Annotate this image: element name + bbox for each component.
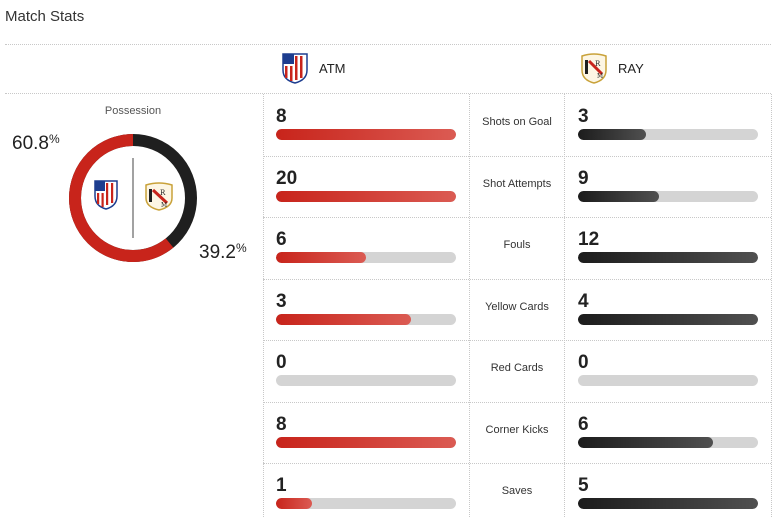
row-divider: [263, 401, 771, 403]
column-divider: [469, 94, 470, 517]
team-abbr-away: RAY: [618, 60, 644, 76]
possession-home-value: 60.8%: [12, 132, 60, 155]
stat-away-bar: [578, 190, 758, 202]
stat-home-bar-fill: [276, 129, 456, 140]
column-divider: [564, 94, 565, 517]
row-divider: [263, 278, 771, 280]
stat-label: Yellow Cards: [485, 300, 549, 313]
stat-home-bar: [276, 129, 456, 140]
stat-home-bar: [276, 252, 456, 263]
stat-away-value: 12: [578, 229, 600, 250]
stat-away-bar-fill: [578, 252, 758, 263]
possession-away-value: 39.2%: [199, 241, 247, 264]
svg-text:M: M: [161, 202, 167, 209]
stat-away-value: 5: [578, 475, 589, 496]
stat-away-bar-fill: [578, 313, 758, 325]
stat-label: Corner Kicks: [485, 423, 549, 436]
rayo-crest-icon: R M: [580, 52, 608, 84]
stat-row: 0 Red Cards 0: [0, 340, 776, 401]
stat-away-value: 9: [578, 167, 589, 189]
stat-away-bar: [578, 313, 758, 325]
stat-home-bar-fill: [276, 436, 456, 448]
stat-away-value: 6: [578, 413, 589, 435]
stat-away-bar-fill: [578, 498, 758, 509]
stat-home-value: 3: [276, 290, 287, 312]
stat-away-value: 3: [578, 106, 589, 127]
stat-home-bar: [276, 498, 456, 509]
stat-row: 3 Yellow Cards 4: [0, 279, 776, 340]
stat-label: Shots on Goal: [482, 116, 552, 128]
stat-home-value: 0: [276, 352, 287, 373]
stat-away-bar-fill: [578, 436, 713, 448]
divider: [5, 44, 771, 45]
divider: [5, 93, 771, 94]
svg-text:M: M: [597, 73, 603, 80]
team-abbr-home: ATM: [319, 60, 346, 76]
stat-label: Saves: [501, 485, 533, 497]
stat-row: 8 Shots on Goal 3: [0, 94, 776, 155]
row-divider: [263, 155, 771, 157]
stat-home-value: 8: [276, 106, 287, 127]
stat-away-bar: [578, 252, 758, 263]
stat-home-bar-fill: [276, 498, 312, 509]
stat-home-bar-fill: [276, 313, 411, 325]
stat-home-value: 1: [276, 475, 287, 496]
row-divider: [263, 340, 771, 341]
page-title: Match Stats: [5, 8, 85, 25]
stat-label: Fouls: [503, 239, 531, 251]
stat-label: Shot Attempts: [482, 177, 552, 190]
stat-home-bar: [276, 190, 456, 202]
stat-away-bar: [578, 436, 758, 448]
svg-text:R: R: [595, 60, 601, 68]
rayo-crest-icon: R M: [145, 182, 173, 211]
column-divider: [263, 94, 264, 517]
possession-away-number: 39.2: [199, 242, 236, 263]
stat-home-value: 20: [276, 167, 298, 189]
possession-away-unit: %: [235, 241, 247, 255]
row-divider: [263, 463, 771, 464]
stat-home-value: 8: [276, 413, 287, 435]
stat-home-value: 6: [276, 229, 287, 250]
stat-row: 8 Corner Kicks 6: [0, 402, 776, 463]
possession-home-unit: %: [48, 132, 60, 146]
stat-away-value: 0: [578, 352, 589, 373]
team-header-away: R M RAY: [580, 52, 644, 84]
stat-home-bar: [276, 375, 456, 386]
stat-away-bar: [578, 129, 758, 140]
possession-home-arc: [69, 134, 197, 262]
stat-row: 20 Shot Attempts 9: [0, 156, 776, 217]
stat-row: 6 Fouls 12: [0, 217, 776, 278]
possession-label: Possession: [104, 105, 162, 117]
svg-text:R: R: [160, 189, 166, 197]
stat-away-bar: [578, 498, 758, 509]
atletico-crest-icon: [281, 52, 309, 84]
stat-home-bar: [276, 313, 456, 325]
possession-donut-chart: R M: [69, 134, 197, 262]
stat-home-bar-fill: [276, 190, 456, 202]
stat-away-bar-fill: [578, 129, 646, 140]
stat-away-bar-fill: [578, 190, 659, 202]
row-divider: [263, 217, 771, 218]
stat-label: Red Cards: [490, 362, 544, 374]
stat-home-bar: [276, 436, 456, 448]
stat-home-bar-fill: [276, 252, 366, 263]
stat-away-value: 4: [578, 290, 589, 312]
column-divider: [771, 94, 772, 517]
atletico-crest-icon: [94, 180, 118, 210]
stat-away-bar: [578, 375, 758, 386]
possession-home-number: 60.8: [12, 133, 49, 154]
stat-row: 1 Saves 5: [0, 463, 776, 524]
team-header-home: ATM: [281, 52, 345, 84]
